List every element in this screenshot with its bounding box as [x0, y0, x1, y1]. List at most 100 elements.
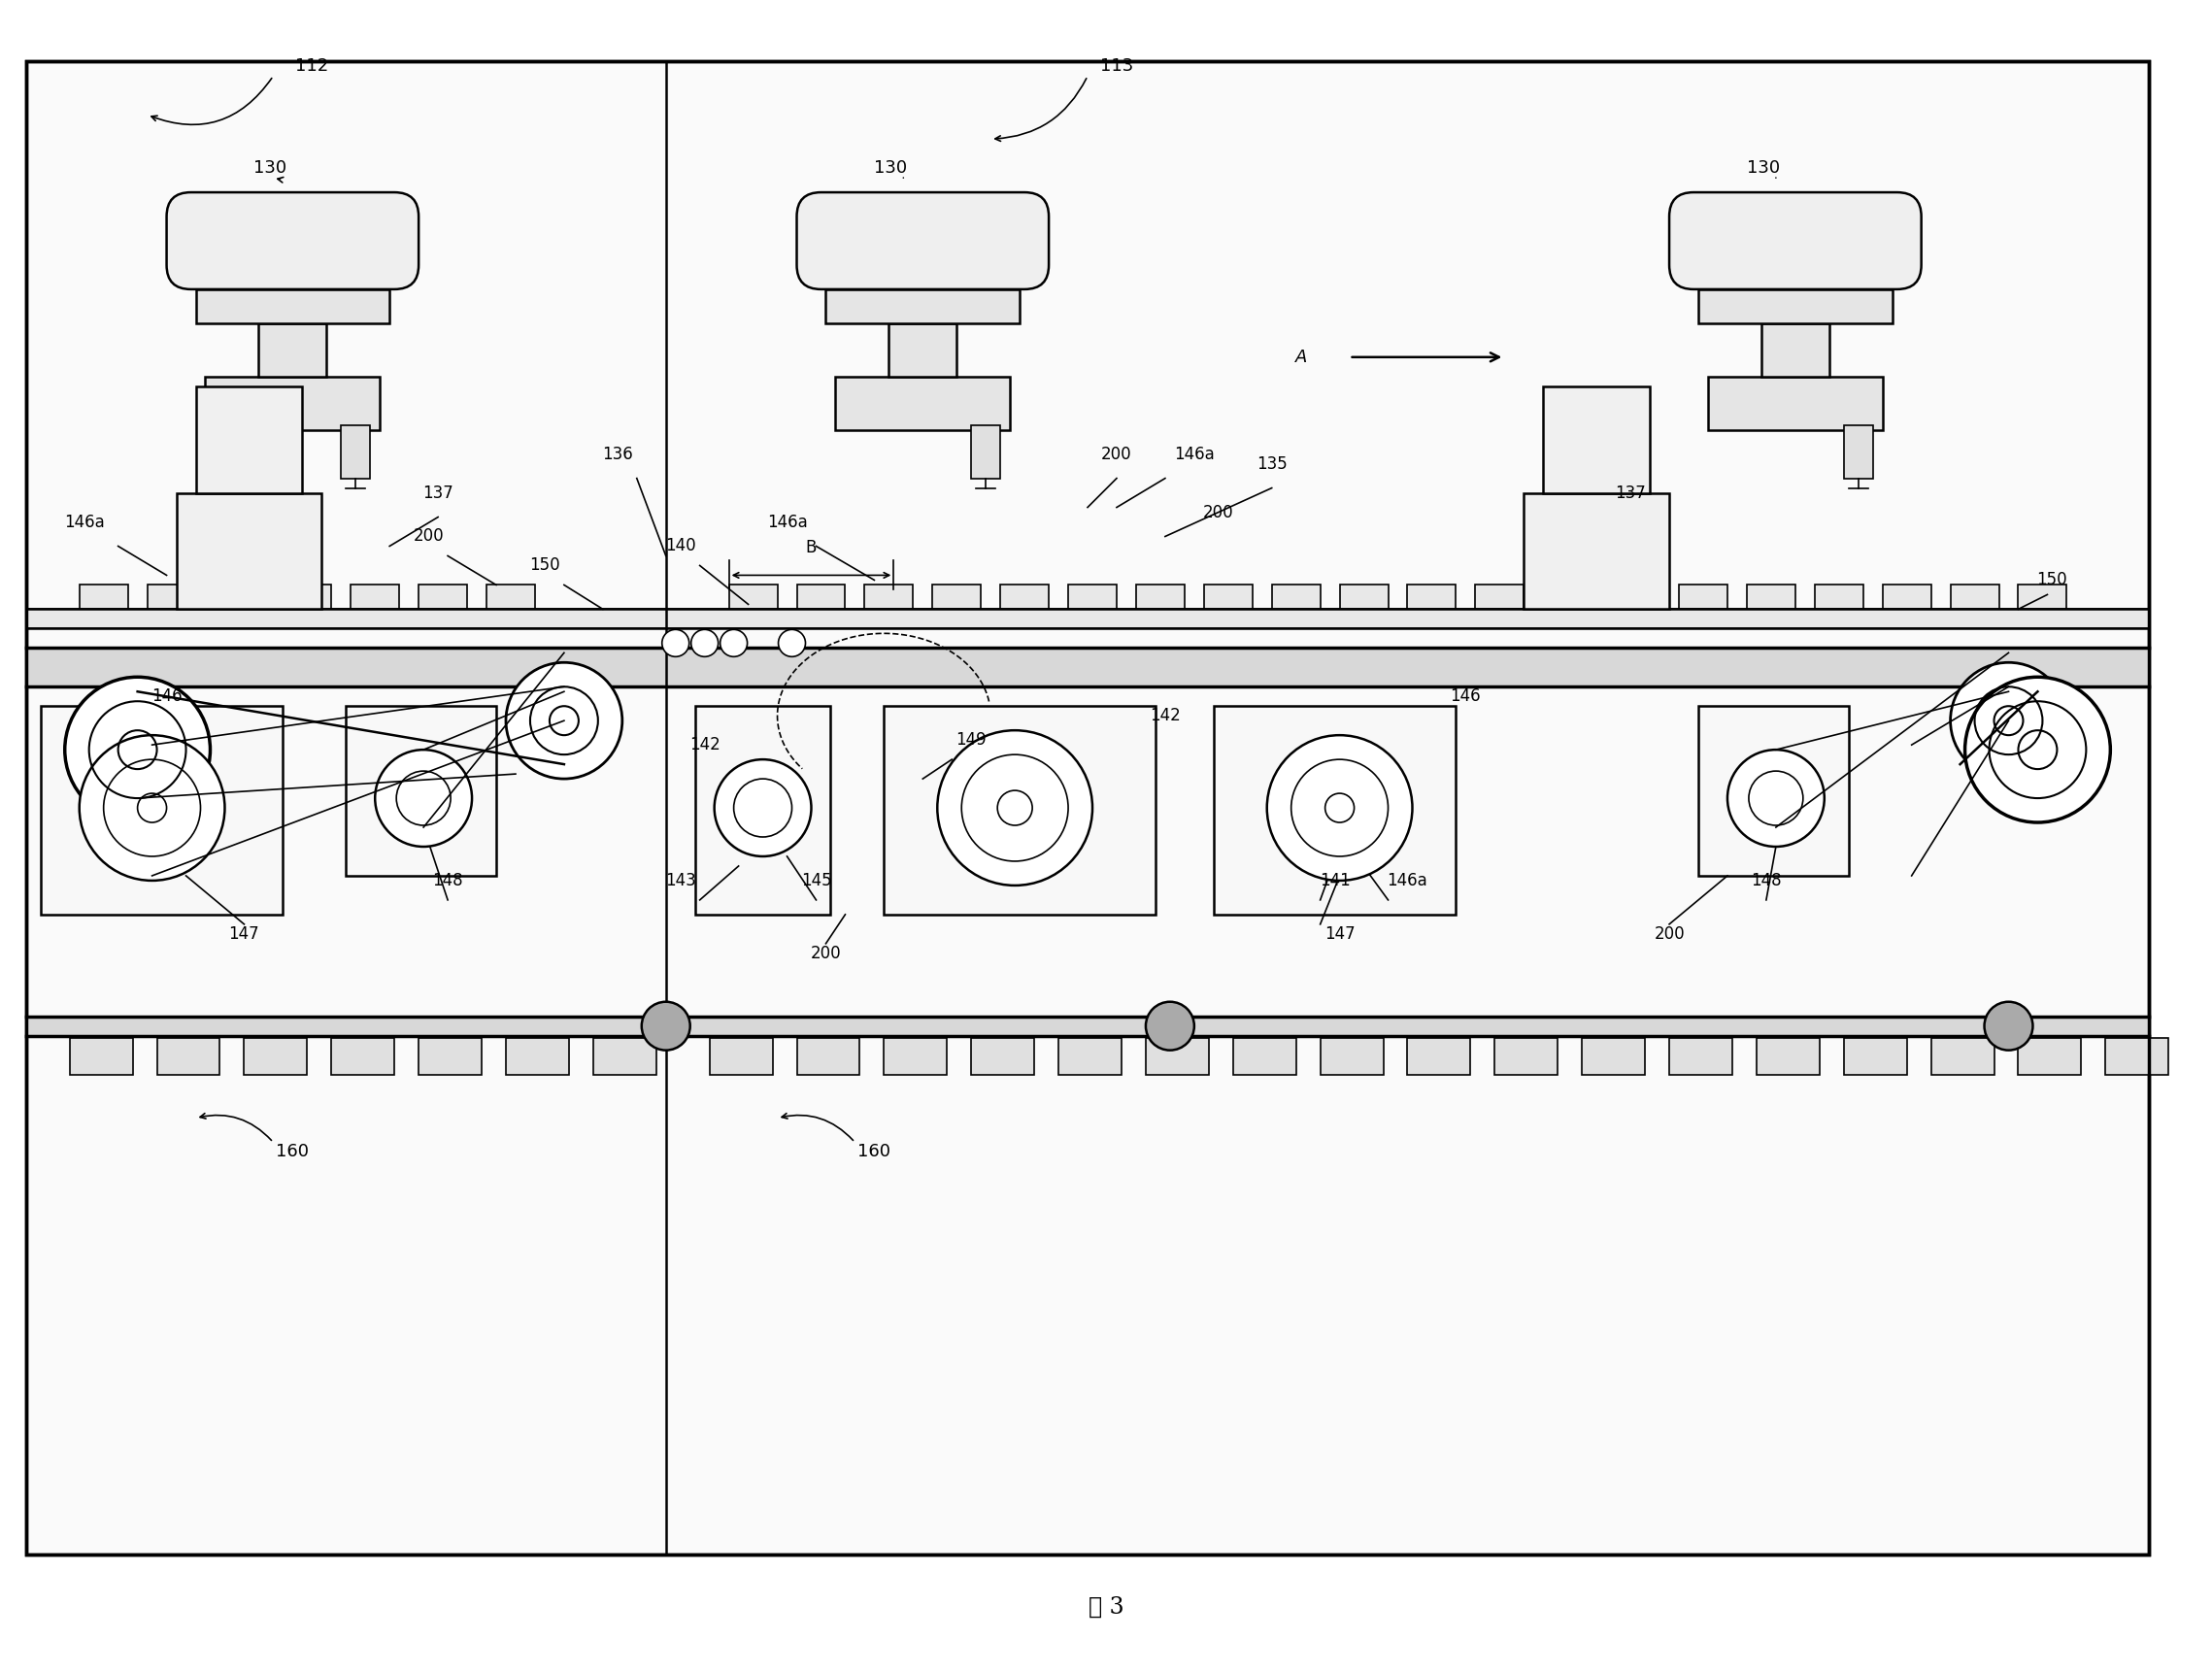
Circle shape: [938, 731, 1093, 886]
Bar: [148, 585, 195, 609]
Bar: [1524, 493, 1670, 609]
Text: 146: 146: [1451, 687, 1482, 706]
Bar: [889, 323, 958, 376]
Bar: [710, 1038, 772, 1075]
Text: 147: 147: [228, 925, 259, 943]
Text: 146a: 146a: [64, 513, 104, 530]
Bar: [40, 706, 283, 915]
Bar: [1544, 585, 1593, 609]
Circle shape: [64, 677, 210, 823]
Text: 135: 135: [1256, 455, 1287, 473]
FancyBboxPatch shape: [166, 192, 418, 289]
Bar: [825, 289, 1020, 323]
Bar: [1340, 585, 1389, 609]
Circle shape: [721, 630, 748, 657]
Text: 146: 146: [150, 687, 181, 706]
Circle shape: [714, 759, 812, 856]
Bar: [27, 1017, 2150, 1035]
Bar: [215, 585, 263, 609]
Bar: [1582, 1038, 1646, 1075]
Circle shape: [1951, 662, 2066, 779]
Bar: [1747, 585, 1796, 609]
Text: A: A: [1294, 348, 1307, 366]
Bar: [1232, 1038, 1296, 1075]
Circle shape: [779, 630, 805, 657]
Bar: [1137, 585, 1186, 609]
Bar: [695, 706, 832, 915]
Bar: [69, 1038, 133, 1075]
Bar: [206, 376, 380, 430]
Text: 113: 113: [1099, 57, 1133, 75]
Text: 142: 142: [690, 736, 721, 754]
Text: 150: 150: [2035, 572, 2066, 589]
Bar: [1670, 1038, 1732, 1075]
Bar: [345, 706, 495, 876]
Circle shape: [661, 630, 690, 657]
Bar: [27, 649, 2150, 687]
Bar: [1000, 585, 1048, 609]
Text: 160: 160: [276, 1144, 310, 1160]
Circle shape: [80, 736, 226, 881]
Bar: [796, 1038, 860, 1075]
Bar: [80, 585, 128, 609]
Circle shape: [1964, 677, 2110, 823]
Bar: [1845, 1038, 1907, 1075]
Circle shape: [1267, 736, 1411, 881]
Circle shape: [507, 662, 622, 779]
Bar: [593, 1038, 657, 1075]
Bar: [1814, 585, 1863, 609]
Bar: [2106, 1038, 2168, 1075]
Bar: [27, 609, 2150, 629]
Bar: [1203, 585, 1252, 609]
Bar: [283, 585, 332, 609]
Circle shape: [1728, 749, 1825, 846]
Circle shape: [376, 749, 471, 846]
Bar: [27, 62, 2150, 1555]
Bar: [157, 1038, 219, 1075]
Bar: [341, 425, 369, 478]
Bar: [971, 1038, 1035, 1075]
Bar: [1407, 1038, 1471, 1075]
Text: 200: 200: [1655, 925, 1686, 943]
Bar: [1699, 289, 1891, 323]
Bar: [885, 706, 1155, 915]
Bar: [865, 585, 914, 609]
Bar: [2017, 1038, 2081, 1075]
Bar: [195, 386, 303, 493]
Bar: [2017, 585, 2066, 609]
Bar: [971, 425, 1000, 478]
Bar: [1845, 425, 1874, 478]
Bar: [1060, 1038, 1121, 1075]
Text: 141: 141: [1318, 871, 1349, 890]
Bar: [730, 585, 776, 609]
Bar: [1495, 1038, 1557, 1075]
Bar: [1610, 585, 1659, 609]
Text: 160: 160: [858, 1144, 891, 1160]
Text: 140: 140: [666, 537, 697, 555]
Text: 148: 148: [431, 871, 462, 890]
Bar: [1475, 585, 1524, 609]
Bar: [836, 376, 1011, 430]
Text: 200: 200: [414, 528, 445, 545]
Bar: [1407, 585, 1455, 609]
Text: 143: 143: [666, 871, 697, 890]
Text: 200: 200: [1102, 445, 1133, 463]
Text: 150: 150: [529, 557, 560, 573]
Bar: [1272, 585, 1321, 609]
Circle shape: [641, 1002, 690, 1050]
Bar: [243, 1038, 307, 1075]
FancyBboxPatch shape: [796, 192, 1048, 289]
Bar: [1931, 1038, 1993, 1075]
Text: 136: 136: [602, 445, 633, 463]
Text: 148: 148: [1752, 871, 1781, 890]
Bar: [27, 62, 2150, 1555]
Bar: [1699, 706, 1849, 876]
Text: 146a: 146a: [1175, 445, 1214, 463]
Text: 137: 137: [1615, 485, 1646, 502]
Bar: [195, 289, 389, 323]
Bar: [1679, 585, 1728, 609]
Text: 112: 112: [296, 57, 330, 75]
Bar: [1068, 585, 1117, 609]
Bar: [1761, 323, 1829, 376]
Bar: [1214, 706, 1455, 915]
